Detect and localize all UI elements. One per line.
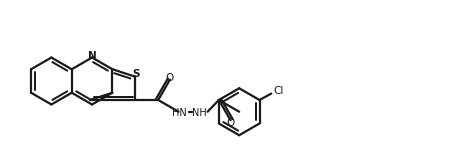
Text: S: S (132, 69, 140, 79)
Text: O: O (227, 118, 235, 128)
Text: HN: HN (172, 108, 187, 118)
Text: NH: NH (192, 108, 207, 118)
Text: Cl: Cl (273, 86, 283, 96)
Text: N: N (88, 51, 96, 61)
Text: O: O (166, 73, 174, 82)
